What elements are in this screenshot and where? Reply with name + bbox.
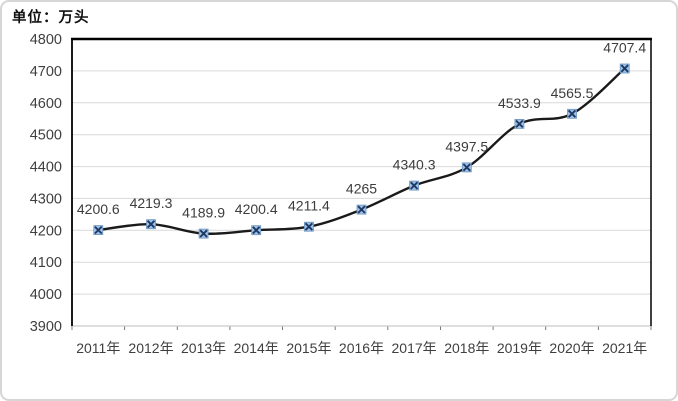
data-point-marker (619, 63, 630, 74)
data-point-label: 4200.4 (235, 201, 278, 217)
data-point-label: 4397.5 (445, 138, 488, 154)
y-axis-tick-label: 4100 (30, 255, 62, 271)
unit-label: 单位：万头 (12, 10, 90, 26)
y-axis-tick-label: 4700 (30, 64, 62, 80)
data-point-label: 4565.5 (551, 85, 594, 101)
y-axis-tick-label: 3900 (30, 319, 62, 335)
data-point-marker (461, 162, 472, 173)
y-axis-tick-label: 4800 (30, 32, 62, 48)
x-axis-tick-label: 2015年 (286, 340, 331, 356)
data-point-marker (303, 221, 314, 232)
x-axis-tick-label: 2011年 (76, 340, 120, 356)
y-axis-tick-label: 4200 (30, 223, 62, 239)
y-axis-tick-label: 4000 (30, 287, 62, 303)
data-point-marker (514, 119, 525, 129)
y-axis-tick-label: 4500 (30, 128, 62, 144)
x-axis-tick-label: 2021年 (602, 340, 647, 356)
data-point-marker (93, 225, 104, 236)
x-axis-tick-label: 2014年 (234, 340, 279, 356)
x-axis-tick-label: 2018年 (444, 340, 489, 356)
x-axis-tick-label: 2017年 (392, 340, 437, 356)
data-point-label: 4189.9 (182, 205, 225, 221)
data-point-label: 4340.3 (393, 157, 436, 173)
data-point-marker (409, 180, 420, 191)
x-axis-tick-label: 2019年 (497, 340, 542, 356)
data-point-marker (198, 228, 209, 239)
data-point-label: 4219.3 (130, 195, 173, 211)
data-point-label: 4265 (346, 181, 377, 197)
x-axis-tick-label: 2012年 (128, 340, 173, 356)
x-axis-tick-label: 2020年 (549, 340, 594, 356)
y-axis-tick-label: 4600 (30, 96, 62, 112)
data-point-marker (567, 108, 577, 119)
y-axis-tick-label: 4300 (30, 191, 62, 207)
data-point-label: 4211.4 (288, 198, 330, 214)
data-point-marker (251, 225, 262, 236)
data-point-label: 4533.9 (498, 95, 541, 111)
data-point-label: 4200.6 (77, 201, 120, 217)
x-axis-tick-label: 2013年 (181, 340, 226, 356)
data-point-label: 4707.4 (603, 40, 646, 56)
y-axis-tick-label: 4400 (30, 160, 62, 176)
data-point-marker (146, 219, 156, 230)
x-axis-tick-label: 2016年 (339, 340, 384, 356)
data-point-marker (356, 204, 367, 215)
